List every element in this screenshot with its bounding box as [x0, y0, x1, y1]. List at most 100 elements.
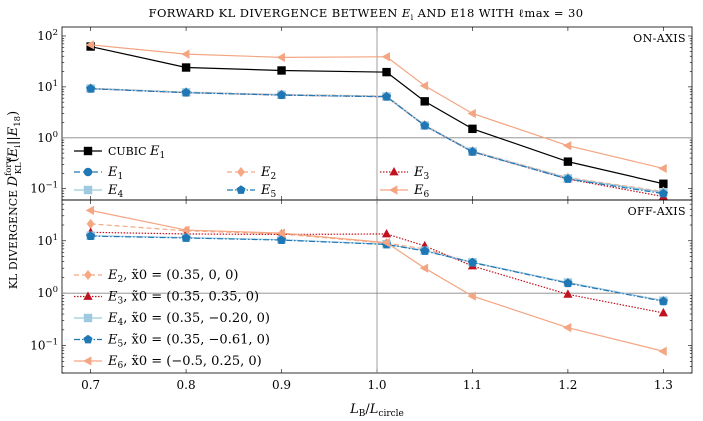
x-tick-label: 1.2: [558, 378, 577, 392]
y-tick-label: 100: [37, 130, 58, 145]
series-e6: [85, 205, 667, 356]
legend-entry-0: [74, 146, 102, 156]
legend-marker: [236, 185, 246, 194]
data-point: [276, 52, 285, 62]
series-line: [90, 44, 664, 170]
legend-entry-1: [74, 291, 102, 300]
y-axis-label: KL DIVERGENCE DforwKL(Ei||E18): [4, 111, 24, 289]
legend-marker: [83, 356, 92, 366]
data-point: [276, 235, 287, 244]
data-point: [420, 97, 429, 106]
series-e5: [86, 83, 668, 198]
y-tick-label: 10−1: [30, 181, 58, 196]
legend-marker: [389, 167, 399, 176]
x-tick-label: 1.0: [367, 378, 386, 392]
y-tick-label: 101: [37, 79, 58, 94]
legend-marker: [389, 185, 398, 195]
data-point: [86, 83, 96, 93]
legend-entry-5: [227, 185, 255, 194]
panel-label: ON-AXIS: [633, 32, 686, 45]
legend-entry-2: [74, 313, 102, 323]
data-point: [86, 231, 96, 240]
legend-marker: [83, 334, 93, 344]
series-line: [90, 231, 664, 314]
data-point: [381, 52, 390, 62]
data-point: [658, 188, 668, 198]
x-tick-label: 1.3: [654, 378, 673, 392]
legend-marker: [83, 167, 93, 177]
panel-label: OFF-AXIS: [628, 205, 686, 218]
legend: E2, x̃0 = (0.35, 0, 0) E3, x̃0 = (0.35, 0…: [74, 268, 270, 371]
legend-marker: [83, 313, 93, 323]
legend-label: E4, x̃0 = (0.35, −0.20, 0): [107, 311, 270, 328]
series-line: [90, 88, 664, 195]
data-point: [658, 307, 668, 317]
data-point: [276, 228, 285, 238]
panel-off-axis: 101 100 10−1 OFF-AXIS E2, x̃0 = (0.35, 0, 0)…: [30, 199, 693, 374]
legend-entry-4: [74, 185, 102, 195]
data-point: [419, 263, 429, 273]
data-point: [467, 257, 478, 267]
series-e6: [85, 40, 667, 174]
data-point: [381, 238, 390, 248]
x-tick-label: 0.9: [272, 378, 291, 392]
data-point: [85, 205, 95, 215]
series-line: [90, 235, 664, 302]
legend-marker: [83, 185, 93, 195]
y-tick-label: 100: [37, 285, 58, 300]
legend-label: E4: [107, 183, 124, 200]
data-point: [181, 63, 191, 72]
series-e5: [86, 231, 668, 306]
data-point: [563, 174, 573, 183]
data-point: [85, 40, 95, 50]
data-point: [181, 49, 190, 59]
data-point: [659, 179, 668, 188]
chart-title: FORWARD KL DIVERGENCE BETWEEN Ei AND E18…: [149, 6, 584, 22]
data-point: [420, 120, 430, 130]
data-point: [419, 81, 429, 91]
series-line: [90, 87, 664, 193]
legend-marker: [237, 167, 245, 177]
legend-marker: [83, 146, 93, 156]
data-point: [181, 233, 191, 242]
data-point: [181, 225, 190, 235]
y-tick-label: 102: [37, 28, 58, 43]
y-tick-label: 101: [37, 233, 58, 248]
legend-entry-3: [74, 334, 102, 344]
legend-entry-6: [380, 185, 408, 195]
y-tick-label: 10−1: [30, 338, 58, 353]
legend-marker: [83, 291, 93, 300]
legend-label: E1: [107, 165, 123, 182]
data-point: [563, 278, 573, 288]
legend-label: CUBIC E1: [108, 144, 165, 161]
legend-entry-2: [227, 167, 255, 177]
legend-label: E2: [260, 165, 276, 182]
legend: CUBIC E1 E1 E2 E3 E4 E5 E6: [74, 144, 430, 200]
data-point: [276, 90, 287, 99]
legend-label: E5, x̃0 = (0.35, −0.61, 0): [107, 333, 270, 350]
x-tick-label: 0.7: [81, 378, 100, 392]
data-point: [467, 147, 478, 156]
legend-label: E6: [413, 183, 430, 200]
series-line: [90, 45, 664, 185]
data-point: [563, 157, 573, 166]
panel-on-axis: 102 101 100 10−1 ON-AXIS CUBIC E1 E1 E2 E3 E4 E5 E6: [30, 26, 693, 201]
data-point: [420, 246, 430, 255]
data-point: [658, 163, 667, 174]
legend-marker: [84, 270, 92, 280]
legend-label: E5: [260, 183, 277, 200]
x-tick-label: 1.1: [463, 378, 482, 392]
data-point: [658, 296, 668, 306]
data-point: [563, 289, 573, 298]
data-point: [381, 91, 392, 101]
data-point: [181, 87, 191, 97]
legend-label: E6, x̃0 = (−0.5, 0.25, 0): [107, 354, 262, 371]
data-point: [467, 291, 476, 301]
legend-label: E3: [413, 165, 430, 182]
series-line: [90, 209, 664, 352]
data-point: [468, 124, 477, 134]
legend-entry-0: [74, 270, 102, 280]
data-point: [86, 218, 95, 229]
x-tick-label: 0.8: [177, 378, 196, 392]
